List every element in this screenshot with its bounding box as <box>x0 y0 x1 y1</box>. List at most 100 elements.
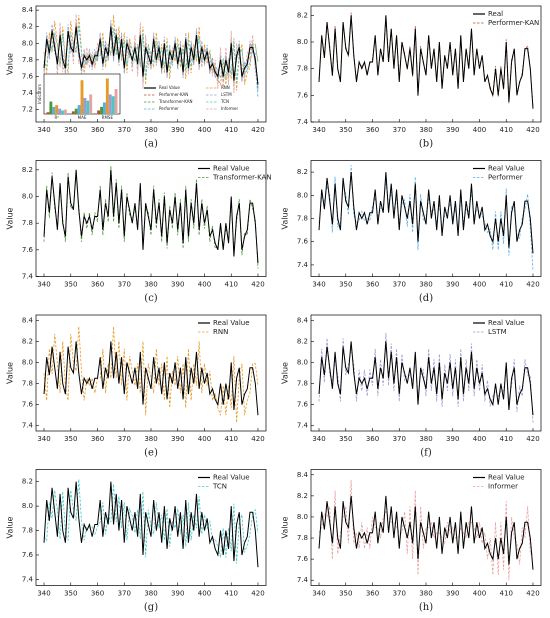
x-tick-label: 390 <box>171 590 184 598</box>
x-tick-label: 410 <box>500 126 513 134</box>
x-tick-label: 350 <box>339 590 352 598</box>
y-tick-label: 7.6 <box>297 91 309 99</box>
x-tick-label: 410 <box>225 435 238 443</box>
legend-label: Performer <box>159 106 179 111</box>
inset-bar <box>52 106 56 114</box>
inset-bar <box>55 105 59 114</box>
y-tick-label: 7.8 <box>297 534 308 542</box>
x-tick-label: 360 <box>366 590 379 598</box>
y-tick-label: 8.4 <box>22 316 34 324</box>
legend-label: Real Value <box>488 474 525 482</box>
y-tick-label: 7.6 <box>297 555 309 563</box>
caption: (c) <box>144 293 158 304</box>
y-tick-label: 8.0 <box>22 39 33 47</box>
series-line <box>43 341 259 416</box>
caption: (b) <box>419 139 433 150</box>
inset-bar <box>102 102 106 114</box>
inset-bar <box>49 101 53 114</box>
y-tick-label: 7.6 <box>22 551 34 559</box>
series-line <box>43 326 259 423</box>
series-line <box>318 341 534 416</box>
series-group <box>43 326 259 423</box>
x-tick-label: 340 <box>312 126 325 134</box>
y-tick-label: 7.4 <box>297 422 309 430</box>
y-tick-label: 8.0 <box>22 193 33 201</box>
y-tick-label: 7.6 <box>22 72 34 80</box>
series-line <box>43 25 259 83</box>
y-tick-label: 7.8 <box>22 219 33 227</box>
x-tick-label: 410 <box>225 590 238 598</box>
series-group <box>43 165 259 269</box>
x-tick-label: 340 <box>37 281 50 289</box>
legend-label: RNN <box>213 328 228 336</box>
inset-tick-label: RMSE <box>102 115 114 120</box>
y-tick-label: 7.4 <box>297 118 309 126</box>
legend-label: Informer <box>488 483 518 491</box>
y-tick-label: 7.6 <box>297 238 309 246</box>
y-tick-label: 7.4 <box>22 575 34 583</box>
plot-frame <box>35 5 267 123</box>
x-tick-label: 400 <box>198 281 211 289</box>
x-tick-label: 380 <box>144 590 157 598</box>
y-axis-label: Value <box>6 207 15 229</box>
legend-label: Real <box>488 10 503 18</box>
series-line <box>318 15 534 109</box>
legend-label: Performer-KAN <box>488 19 539 27</box>
x-tick-label: 400 <box>473 126 486 134</box>
caption: (h) <box>419 602 433 613</box>
y-tick-label: 8.0 <box>297 513 308 521</box>
x-tick-label: 340 <box>37 435 50 443</box>
x-tick-label: 420 <box>251 281 264 289</box>
y-tick-label: 8.0 <box>297 191 308 199</box>
y-axis-label: Value <box>6 362 15 384</box>
y-tick-label: 8.2 <box>22 166 33 174</box>
series-group <box>318 165 534 271</box>
y-axis-label: Value <box>281 53 290 75</box>
x-tick-label: 370 <box>118 281 131 289</box>
y-tick-label: 8.4 <box>22 6 34 14</box>
inset-bar <box>63 109 67 114</box>
legend-label: Performer-KAN <box>159 92 188 97</box>
inset-bar <box>83 98 87 114</box>
x-tick-label: 390 <box>446 126 459 134</box>
inset-bar <box>71 111 75 114</box>
x-tick-label: 400 <box>198 126 211 134</box>
panel: 7.4 7.6 7.8 8.0 8.2 340 350 360 370 380 390 400 410 4… <box>281 160 542 304</box>
x-tick-label: 420 <box>251 126 264 134</box>
inset-bar <box>100 106 103 114</box>
series-line <box>318 495 534 570</box>
x-tick-label: 400 <box>198 590 211 598</box>
x-tick-label: 370 <box>118 590 131 598</box>
y-tick-label: 7.6 <box>22 246 34 254</box>
x-tick-label: 360 <box>91 590 104 598</box>
series-line <box>43 479 259 564</box>
x-tick-label: 370 <box>393 281 406 289</box>
x-tick-label: 350 <box>64 126 77 134</box>
legend-label: LSTM <box>221 92 232 97</box>
series-group <box>318 480 534 581</box>
inset-bar <box>108 94 112 114</box>
y-tick-label: 8.0 <box>297 38 308 46</box>
x-tick-label: 390 <box>446 435 459 443</box>
legend-label: Real Value <box>159 85 180 90</box>
series-group <box>43 479 259 568</box>
x-tick-label: 350 <box>64 281 77 289</box>
x-tick-label: 380 <box>144 126 157 134</box>
inset-bar <box>61 110 64 114</box>
y-axis-label: Value <box>281 207 290 229</box>
x-tick-label: 340 <box>37 126 50 134</box>
series-group <box>43 14 259 98</box>
x-tick-label: 410 <box>500 590 513 598</box>
x-tick-label: 380 <box>419 435 432 443</box>
y-tick-label: 7.6 <box>22 401 34 409</box>
x-tick-label: 370 <box>393 590 406 598</box>
y-tick-label: 7.4 <box>22 89 34 97</box>
x-tick-label: 400 <box>473 435 486 443</box>
x-tick-label: 390 <box>171 281 184 289</box>
inset-bar <box>80 80 84 114</box>
x-tick-label: 390 <box>171 435 184 443</box>
y-tick-label: 8.2 <box>22 23 33 31</box>
x-tick-label: 360 <box>366 281 379 289</box>
caption: (g) <box>144 602 158 613</box>
x-tick-label: 410 <box>500 435 513 443</box>
